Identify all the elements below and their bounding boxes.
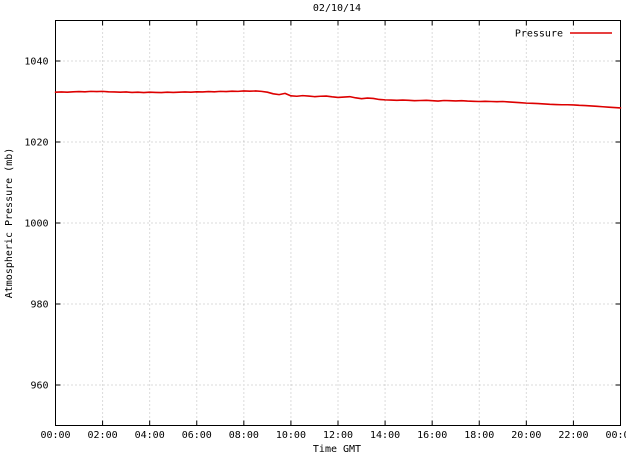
y-tick-label: 960 [30, 381, 48, 392]
x-tick-label: 14:00 [370, 430, 400, 441]
y-tick-label: 1020 [24, 138, 48, 149]
x-tick-label: 00:00 [605, 430, 626, 441]
plot-border [55, 20, 621, 426]
y-tick-label: 980 [30, 300, 48, 311]
x-tick-label: 22:00 [558, 430, 588, 441]
pressure-line [54, 90, 622, 109]
chart-title: 02/10/14 [313, 3, 361, 14]
x-tick-label: 08:00 [229, 430, 259, 441]
x-tick-label: 00:00 [40, 430, 70, 441]
y-tick-label: 1000 [24, 219, 48, 230]
x-axis-label: Time GMT [313, 444, 361, 455]
tick-labels: 00:00 02:00 04:00 06:00 08:00 10:00 12:00 14:00… [24, 57, 626, 442]
x-tick-label: 18:00 [464, 430, 494, 441]
x-tick-label: 06:00 [182, 430, 212, 441]
grid-lines [55, 20, 621, 426]
legend-label: Pressure [515, 29, 563, 40]
x-tick-label: 04:00 [135, 430, 165, 441]
x-tick-label: 12:00 [323, 430, 353, 441]
x-tick-label: 16:00 [417, 430, 447, 441]
x-tick-label: 10:00 [276, 430, 306, 441]
x-tick-label: 02:00 [88, 430, 118, 441]
y-tick-label: 1040 [24, 57, 48, 68]
x-tick-label: 20:00 [511, 430, 541, 441]
y-axis-label: Atmospheric Pressure (mb) [4, 148, 15, 299]
